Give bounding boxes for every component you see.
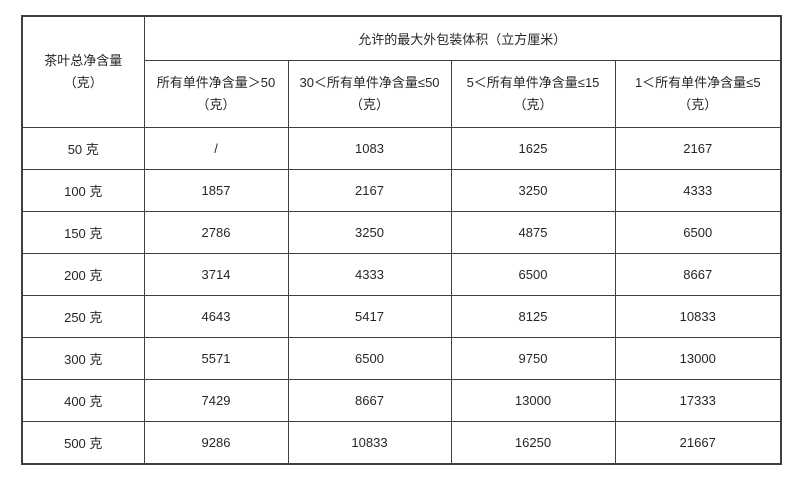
cell-value: 3250 xyxy=(287,211,452,254)
table-row: 200 克 3714 4333 6500 8667 xyxy=(21,253,782,296)
column-header-5to15: 5＜所有单件净含量≤15 （克） xyxy=(450,60,616,128)
row-label: 200 克 xyxy=(21,253,145,296)
cell-value: 8667 xyxy=(614,253,782,296)
cell-value: 3714 xyxy=(143,253,289,296)
cell-value: 6500 xyxy=(450,253,616,296)
table-row: 150 克 2786 3250 4875 6500 xyxy=(21,211,782,254)
header-row-subcolumns: 所有单件净含量＞50 （克） 30＜所有单件净含量≤50 （克） 5＜所有单件净… xyxy=(22,60,782,128)
row-label: 400 克 xyxy=(21,379,145,422)
span-header-cell: 允许的最大外包装体积（立方厘米） xyxy=(143,15,782,61)
column-header-30to50: 30＜所有单件净含量≤50 （克） xyxy=(287,60,452,128)
cell-value: 2786 xyxy=(143,211,289,254)
row-label: 250 克 xyxy=(21,295,145,338)
cell-value: 21667 xyxy=(614,421,782,465)
column-header-5to15-line2: （克） xyxy=(513,97,553,112)
tea-packaging-table: 茶叶总净含量 （克） 允许的最大外包装体积（立方厘米） 所有单件净含量＞50 （… xyxy=(21,15,783,465)
cell-value: 5571 xyxy=(143,337,289,380)
cell-value: / xyxy=(143,127,289,170)
cell-value: 5417 xyxy=(287,295,452,338)
corner-header-line2: （克） xyxy=(63,75,103,90)
row-label: 100 克 xyxy=(21,169,145,212)
cell-value: 1625 xyxy=(450,127,616,170)
table-row: 400 克 7429 8667 13000 17333 xyxy=(21,379,782,422)
row-label: 150 克 xyxy=(21,211,145,254)
cell-value: 8667 xyxy=(287,379,452,422)
cell-value: 10833 xyxy=(287,421,452,465)
cell-value: 10833 xyxy=(614,295,782,338)
cell-value: 3250 xyxy=(450,169,616,212)
column-header-gt50-line2: （克） xyxy=(196,97,236,112)
column-header-30to50-line1: 30＜所有单件净含量≤50 xyxy=(299,75,440,90)
column-header-1to5-line2: （克） xyxy=(678,97,718,112)
column-header-30to50-line2: （克） xyxy=(349,97,389,112)
cell-value: 4643 xyxy=(143,295,289,338)
table-row: 50 克 / 1083 1625 2167 xyxy=(21,127,782,170)
table-row: 300 克 5571 6500 9750 13000 xyxy=(21,337,782,380)
corner-header-line1: 茶叶总净含量 xyxy=(44,53,123,68)
cell-value: 13000 xyxy=(614,337,782,380)
cell-value: 4875 xyxy=(450,211,616,254)
cell-value: 1083 xyxy=(287,127,452,170)
cell-value: 4333 xyxy=(287,253,452,296)
cell-value: 8125 xyxy=(450,295,616,338)
cell-value: 2167 xyxy=(287,169,452,212)
cell-value: 4333 xyxy=(614,169,782,212)
column-header-5to15-line1: 5＜所有单件净含量≤15 xyxy=(466,75,600,90)
table-row: 500 克 9286 10833 16250 21667 xyxy=(21,421,782,465)
column-header-gt50-line1: 所有单件净含量＞50 xyxy=(156,75,276,90)
column-header-1to5: 1＜所有单件净含量≤5 （克） xyxy=(614,60,782,128)
cell-value: 6500 xyxy=(614,211,782,254)
row-label: 50 克 xyxy=(21,127,145,170)
cell-value: 16250 xyxy=(450,421,616,465)
column-header-1to5-line1: 1＜所有单件净含量≤5 xyxy=(634,75,761,90)
header-row-span: 茶叶总净含量 （克） 允许的最大外包装体积（立方厘米） xyxy=(21,15,782,128)
cell-value: 1857 xyxy=(143,169,289,212)
column-header-gt50: 所有单件净含量＞50 （克） xyxy=(143,60,289,128)
table-row: 250 克 4643 5417 8125 10833 xyxy=(21,295,782,338)
cell-value: 7429 xyxy=(143,379,289,422)
row-label: 500 克 xyxy=(21,421,145,465)
cell-value: 2167 xyxy=(614,127,782,170)
row-label: 300 克 xyxy=(21,337,145,380)
cell-value: 9750 xyxy=(450,337,616,380)
table-row: 100 克 1857 2167 3250 4333 xyxy=(21,169,782,212)
cell-value: 13000 xyxy=(450,379,616,422)
cell-value: 6500 xyxy=(287,337,452,380)
corner-header-cell: 茶叶总净含量 （克） xyxy=(21,15,145,128)
cell-value: 9286 xyxy=(143,421,289,465)
cell-value: 17333 xyxy=(614,379,782,422)
